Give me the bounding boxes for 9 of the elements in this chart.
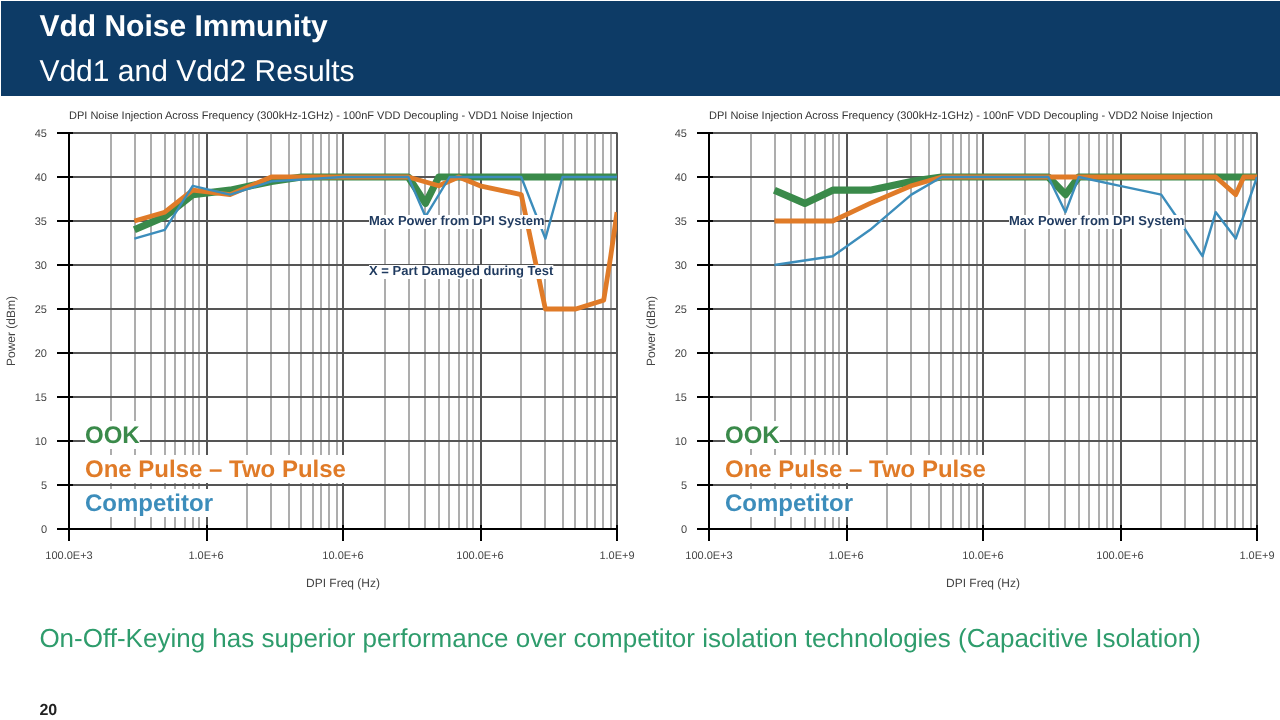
text: OOK [85, 421, 141, 449]
text: One Pulse – Two Pulse [725, 455, 987, 483]
text: Competitor [725, 489, 854, 517]
text: On-Off-Keying has superior performance over competitor isolation technologies (Capacitive Isolation) [39, 622, 1201, 653]
text: Vdd1 and Vdd2 Results [39, 55, 355, 90]
text: One Pulse – Two Pulse [85, 455, 347, 483]
text: Competitor [85, 489, 214, 517]
text: Vdd Noise Immunity [39, 10, 330, 45]
text: OOK [725, 421, 781, 449]
